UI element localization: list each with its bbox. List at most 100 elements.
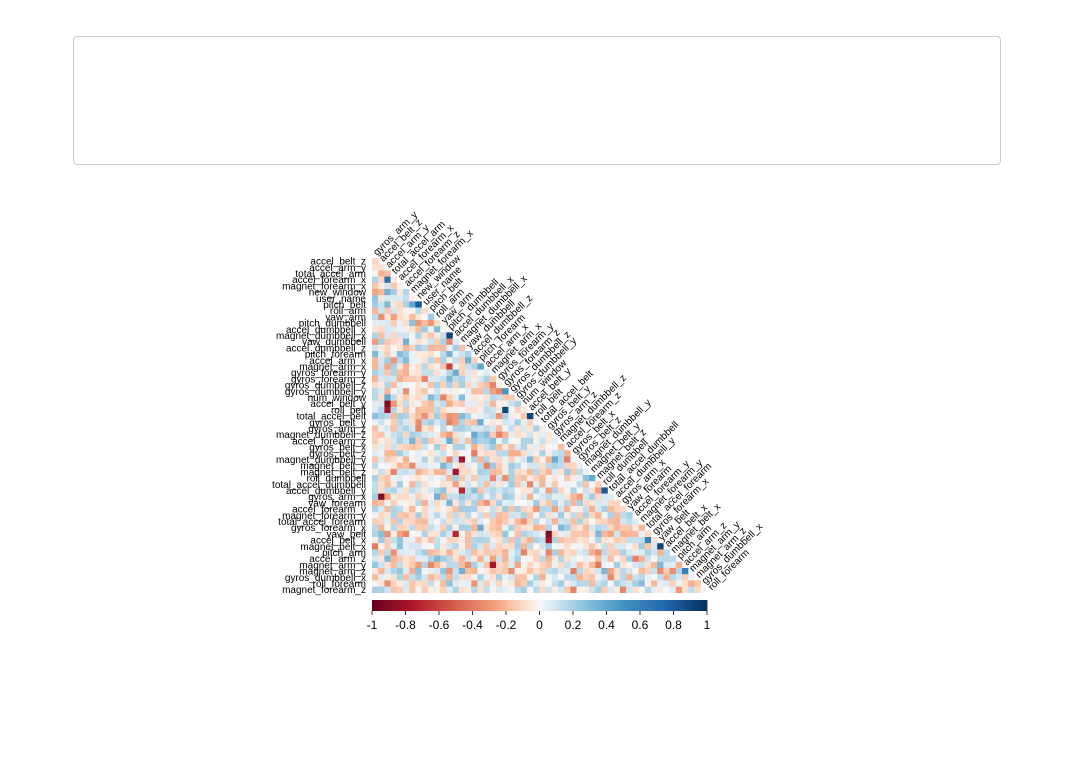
heatmap-cell xyxy=(626,574,633,581)
heatmap-cell xyxy=(582,499,590,507)
heatmap-cell xyxy=(446,375,453,383)
heatmap-cell xyxy=(564,561,571,569)
heatmap-cell xyxy=(372,499,379,507)
heatmap-cell xyxy=(446,475,453,482)
heatmap-cell xyxy=(372,326,379,333)
heatmap-cell xyxy=(477,475,484,482)
heatmap-cell xyxy=(551,568,559,575)
heatmap-cell xyxy=(508,568,515,575)
heatmap-cell xyxy=(390,369,397,376)
row-label: yaw_arm xyxy=(325,312,366,323)
heatmap-cell xyxy=(626,586,633,593)
heatmap-cell xyxy=(483,456,490,463)
heatmap-cell xyxy=(372,462,379,469)
heatmap-cell xyxy=(545,468,552,476)
heatmap-cell xyxy=(638,586,645,593)
heatmap-cell xyxy=(434,475,441,482)
heatmap-cell xyxy=(390,351,397,358)
heatmap-cell xyxy=(427,332,435,339)
heatmap-cell xyxy=(508,543,515,550)
heatmap-cell xyxy=(434,413,441,420)
heatmap-cell xyxy=(551,506,559,513)
heatmap-cell xyxy=(409,431,416,438)
heatmap-cell xyxy=(564,450,571,457)
heatmap-cell xyxy=(471,388,478,395)
heatmap-cell xyxy=(372,481,379,488)
colorbar-segment xyxy=(690,600,694,611)
heatmap-cell xyxy=(434,400,441,407)
colorbar-tick-label: -0.8 xyxy=(395,618,416,632)
heatmap-cell xyxy=(434,586,441,593)
heatmap-cell xyxy=(527,518,534,525)
heatmap-cell xyxy=(613,555,621,562)
heatmap-cell xyxy=(378,351,385,358)
heatmap-cell xyxy=(595,568,602,575)
heatmap-cell xyxy=(539,512,546,519)
heatmap-cell xyxy=(688,586,695,593)
heatmap-cell xyxy=(415,537,422,544)
heatmap-cell xyxy=(427,481,435,488)
heatmap-cell xyxy=(496,530,503,538)
row-label: total_accel_belt xyxy=(297,412,367,423)
heatmap-cell xyxy=(551,586,559,593)
heatmap-cell xyxy=(613,574,621,581)
heatmap-cell xyxy=(570,555,577,562)
heatmap-cell xyxy=(378,419,385,426)
heatmap-cell xyxy=(434,481,441,488)
heatmap-cell xyxy=(440,406,447,414)
heatmap-cell xyxy=(427,363,435,370)
heatmap-cell xyxy=(378,338,385,345)
heatmap-cell xyxy=(589,506,596,513)
colorbar-tick-label: 0.8 xyxy=(665,618,682,632)
heatmap-cell xyxy=(595,512,602,519)
heatmap-cell xyxy=(384,450,391,457)
heatmap-cell xyxy=(539,549,546,556)
heatmap-cell xyxy=(421,487,428,494)
heatmap-cell xyxy=(378,394,385,401)
heatmap-cell xyxy=(372,549,379,556)
heatmap-cell xyxy=(403,462,410,469)
heatmap-cell xyxy=(384,382,391,389)
heatmap-cell xyxy=(390,406,397,414)
heatmap-cell xyxy=(396,444,404,451)
heatmap-cell xyxy=(483,506,490,513)
heatmap-cell xyxy=(465,468,472,476)
heatmap-cell xyxy=(421,413,428,420)
heatmap-cell xyxy=(440,375,447,383)
colorbar-segment xyxy=(640,600,644,611)
heatmap-cell xyxy=(520,431,528,438)
heatmap-cell xyxy=(378,574,385,581)
heatmap-cell xyxy=(508,524,515,531)
heatmap-cell xyxy=(589,524,596,531)
heatmap-cell xyxy=(483,512,490,519)
heatmap-cell xyxy=(421,506,428,513)
heatmap-cell xyxy=(440,444,447,451)
heatmap-cell xyxy=(471,431,478,438)
heatmap-cell xyxy=(527,437,534,445)
heatmap-cell xyxy=(471,499,478,507)
row-label: gyros_dumbbell_y xyxy=(285,387,366,398)
heatmap-cell xyxy=(496,462,503,469)
heatmap-cell xyxy=(632,568,639,575)
heatmap-cell xyxy=(434,437,441,445)
colorbar-segment xyxy=(482,600,487,611)
row-label: roll_dumbbell xyxy=(307,474,366,485)
heatmap-cell xyxy=(533,530,540,538)
heatmap-cell xyxy=(384,369,391,376)
colorbar-segment xyxy=(442,600,447,611)
heatmap-cell xyxy=(390,344,397,352)
heatmap-cell xyxy=(384,555,391,562)
heatmap-cell xyxy=(527,512,534,519)
heatmap-cell xyxy=(446,450,453,457)
heatmap-cell xyxy=(471,493,478,500)
heatmap-cell xyxy=(576,512,583,519)
heatmap-cell xyxy=(489,388,497,395)
heatmap-cell xyxy=(378,568,385,575)
heatmap-cell xyxy=(558,586,565,593)
colorbar-segment xyxy=(382,600,386,611)
heatmap-cell xyxy=(421,406,428,414)
heatmap-cell xyxy=(601,487,608,494)
heatmap-cell xyxy=(421,444,428,451)
heatmap-cell xyxy=(372,307,379,314)
heatmap-cell xyxy=(396,388,404,395)
